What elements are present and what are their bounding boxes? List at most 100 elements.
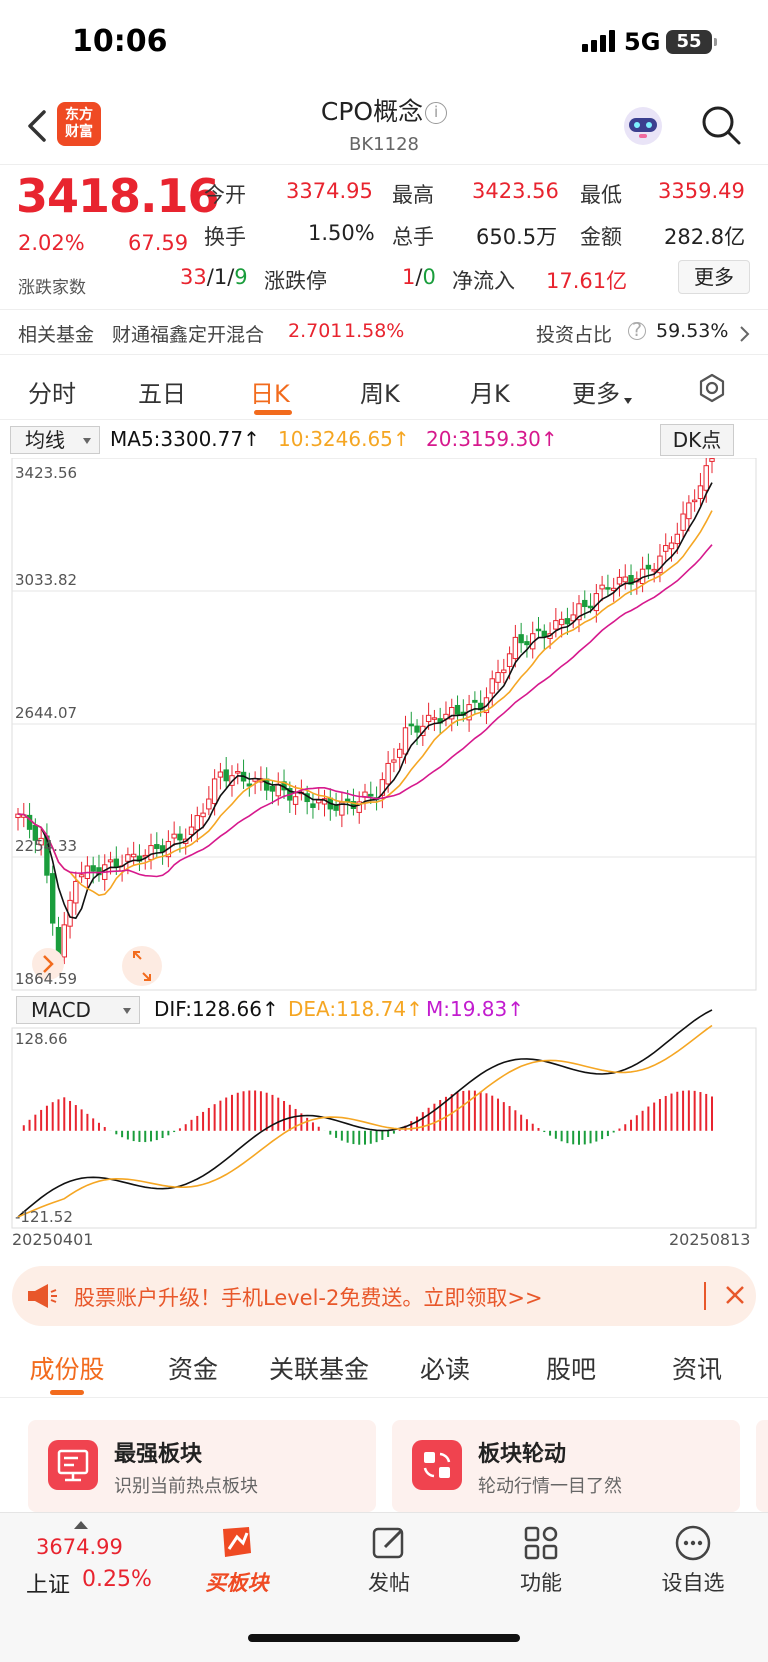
candle-body	[379, 779, 386, 796]
open-label: 今开	[204, 183, 246, 207]
ratio-label: 投资占比	[536, 324, 613, 346]
candle-body	[431, 717, 438, 720]
index-percent[interactable]: 0.25%	[82, 1567, 152, 1592]
tab-intraday[interactable]: 分时	[28, 380, 76, 408]
candle-body	[125, 854, 131, 862]
help-icon[interactable]: ?	[628, 321, 646, 340]
tab-news[interactable]: 资讯	[671, 1355, 722, 1384]
candle-body	[616, 576, 623, 585]
index-name[interactable]: 上证	[26, 1573, 71, 1598]
candle-body	[558, 618, 565, 626]
candle-body	[402, 727, 409, 755]
candle-body	[217, 771, 224, 778]
volume-label: 总手	[392, 225, 434, 249]
ma-legend-row: 均线 MA5:3300.77↑ 10:3246.65↑ 20:3159.30↑ …	[0, 424, 768, 458]
signal-icon	[582, 30, 616, 52]
related-fund-row[interactable]: 相关基金 财通福鑫定开混合 2.701 1.58% 投资占比 ? 59.53%	[0, 309, 768, 355]
sector-chart-icon	[48, 1440, 98, 1490]
back-icon[interactable]	[24, 106, 52, 146]
candle-body	[316, 799, 322, 804]
robot-assistant-icon[interactable]	[620, 102, 666, 148]
candle-body	[564, 618, 571, 625]
sector-rotation-card[interactable]: 板块轮动 轮动行情一目了然	[392, 1420, 740, 1512]
candle-body	[425, 714, 432, 723]
eastmoney-logo[interactable]: 东方 财富	[57, 102, 101, 146]
candle-body	[246, 783, 253, 787]
candle-body	[310, 803, 316, 808]
candle-body	[663, 545, 669, 552]
tab-must-read[interactable]: 必读	[419, 1355, 470, 1384]
dk-point-button[interactable]: DK点	[660, 424, 734, 456]
caret-down-icon	[83, 438, 91, 444]
index-value[interactable]: 3674.99	[36, 1535, 123, 1559]
indicator-select[interactable]: 均线	[10, 426, 100, 454]
macd-axis-high: 128.66	[15, 1030, 68, 1048]
open-value: 3374.95	[286, 179, 373, 203]
macd-axis-low: -121.52	[15, 1208, 73, 1226]
ma10-line	[17, 510, 713, 897]
caret-down-icon	[123, 1008, 131, 1014]
candle-body	[686, 502, 692, 520]
fund-name: 财通福鑫定开混合	[112, 324, 265, 346]
nav-post[interactable]: 发帖	[334, 1523, 444, 1597]
active-tab-indicator	[50, 1390, 84, 1395]
latest-price: 3418.16	[16, 169, 220, 223]
tab-daily-k[interactable]: 日K	[250, 380, 290, 408]
gear-icon[interactable]	[696, 372, 728, 404]
nav-functions[interactable]: 功能	[486, 1523, 596, 1597]
breadth-label: 涨跌家数	[18, 278, 86, 298]
tab-monthly-k[interactable]: 月K	[470, 380, 510, 408]
scroll-left-icon[interactable]	[32, 948, 64, 980]
candle-body	[333, 805, 339, 811]
candle-body	[668, 542, 675, 550]
nav-buy-sector[interactable]: 买板块	[182, 1523, 292, 1597]
candle-body	[691, 499, 698, 503]
tab-weekly-k[interactable]: 周K	[360, 380, 400, 408]
dea-value: DEA:118.74↑	[288, 997, 423, 1021]
search-icon[interactable]	[700, 104, 742, 146]
candle-body	[90, 865, 96, 872]
candle-body	[38, 837, 44, 846]
high-value: 3423.56	[472, 179, 559, 203]
m-value: M:19.83↑	[426, 997, 525, 1021]
tab-forum[interactable]: 股吧	[545, 1355, 596, 1384]
nav-add-watchlist[interactable]: 设自选	[638, 1523, 748, 1597]
close-icon[interactable]	[724, 1284, 746, 1306]
candle-body	[651, 568, 657, 572]
more-dots-icon	[675, 1525, 711, 1561]
candle-body	[368, 793, 374, 797]
candle-body	[391, 759, 397, 763]
kline-chart[interactable]	[0, 458, 768, 1238]
candle-body	[188, 826, 195, 835]
candle-body	[535, 628, 542, 632]
strongest-sector-card[interactable]: 最强板块 识别当前热点板块	[28, 1420, 376, 1512]
x-axis-end-date: 20250813	[669, 1230, 751, 1249]
candle-body	[605, 587, 611, 590]
candle-body	[541, 630, 547, 637]
candle-body	[211, 778, 218, 805]
card-title: 最强板块	[114, 1442, 203, 1467]
candle-body	[356, 801, 362, 813]
tab-more[interactable]: 更多	[572, 374, 632, 409]
price-axis-label: 2254.33	[15, 837, 78, 855]
candle-body	[235, 771, 241, 774]
edit-icon	[372, 1527, 404, 1559]
ma5-line	[17, 482, 713, 920]
caret-up-icon[interactable]	[74, 1521, 88, 1529]
tab-constituents[interactable]: 成份股	[29, 1355, 105, 1384]
candle-body	[61, 924, 67, 958]
volume-value: 650.5万	[476, 225, 558, 249]
tab-five-day[interactable]: 五日	[138, 380, 186, 408]
candle-body	[292, 796, 299, 805]
more-button[interactable]: 更多	[678, 260, 750, 294]
promo-banner[interactable]: 股票账户升级！手机Level-2免费送。立即领取>>	[12, 1266, 756, 1326]
candle-body	[223, 769, 229, 782]
tab-related-funds[interactable]: 关联基金	[268, 1355, 369, 1384]
ma20-line	[17, 544, 713, 878]
macd-select[interactable]: MACD	[16, 996, 140, 1024]
candle-body	[553, 620, 559, 630]
expand-icon[interactable]	[122, 946, 162, 986]
candle-body	[454, 704, 461, 715]
tab-funds-flow[interactable]: 资金	[167, 1355, 218, 1384]
info-icon[interactable]: i	[425, 102, 448, 124]
